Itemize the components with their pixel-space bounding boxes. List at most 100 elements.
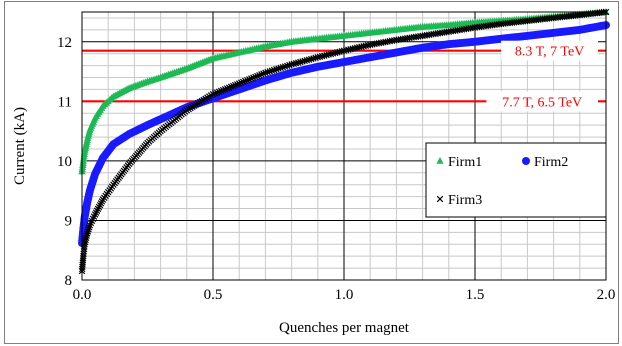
cross-stroke: [559, 13, 566, 21]
data-point-cross: [576, 11, 584, 19]
cross-stroke: [332, 49, 339, 57]
cross-stroke: [294, 59, 302, 66]
cross-stroke: [215, 88, 223, 95]
reference-label-background: [501, 40, 598, 61]
cross-stroke: [342, 46, 350, 54]
data-point-triangle: [288, 37, 296, 45]
data-point-cross: [471, 24, 479, 31]
cross-stroke: [552, 14, 560, 21]
cross-stroke: [502, 20, 509, 27]
data-point-cross: [268, 67, 276, 74]
cross-stroke: [591, 10, 599, 17]
cross-stroke: [594, 9, 601, 17]
cross-stroke: [144, 139, 151, 147]
data-point-cross: [242, 77, 249, 85]
cross-stroke: [500, 20, 507, 27]
cross-stroke: [386, 37, 394, 45]
data-point-cross: [80, 252, 87, 260]
data-point-cross: [97, 200, 105, 207]
data-series: [78, 8, 610, 275]
data-point-triangle: [471, 18, 479, 26]
reference-line-labels: 8.3 T, 7 TeV 7.7 T, 6.5 TeV: [486, 40, 598, 112]
data-point-cross: [215, 88, 223, 95]
cross-stroke: [565, 12, 573, 20]
data-point-cross: [223, 85, 231, 92]
legend-marker-firm1: [436, 157, 444, 164]
cross-stroke: [432, 30, 439, 37]
cross-stroke: [279, 63, 287, 71]
cross-stroke: [284, 62, 291, 70]
cross-stroke: [316, 53, 324, 60]
cross-stroke: [262, 69, 269, 76]
cross-stroke: [83, 232, 90, 239]
x-tick-label: 2.0: [597, 287, 616, 303]
cross-stroke: [419, 32, 426, 40]
cross-stroke: [406, 34, 413, 42]
cross-stroke: [288, 61, 295, 68]
cross-stroke: [301, 57, 308, 65]
data-point-cross: [252, 73, 259, 81]
cross-stroke: [425, 31, 433, 39]
data-point-cross: [110, 181, 117, 188]
cross-stroke: [94, 205, 102, 213]
data-point-circle: [418, 43, 427, 52]
cross-stroke: [469, 24, 477, 32]
cross-stroke: [325, 51, 332, 58]
cross-stroke: [382, 38, 389, 46]
data-point-circle: [85, 186, 94, 195]
data-point-triangle: [81, 147, 89, 155]
data-point-cross: [284, 62, 291, 70]
data-point-circle: [91, 169, 100, 178]
reference-line-label: 7.7 T, 6.5 TeV: [502, 95, 582, 110]
data-point-triangle: [125, 84, 133, 92]
cross-stroke: [530, 16, 538, 24]
cross-stroke: [235, 80, 243, 87]
series-firm3: [78, 8, 610, 275]
data-point-circle: [80, 213, 89, 222]
data-point-cross: [260, 70, 267, 77]
data-point-cross: [497, 20, 505, 28]
cross-stroke: [482, 22, 490, 30]
cross-stroke: [554, 14, 562, 21]
cross-stroke: [360, 43, 367, 50]
cross-stroke: [80, 252, 87, 260]
data-point-triangle: [143, 77, 152, 85]
cross-stroke: [86, 221, 94, 229]
data-point-triangle: [91, 114, 99, 121]
data-point-triangle: [109, 92, 118, 100]
cross-stroke: [252, 73, 259, 81]
data-point-triangle: [183, 64, 191, 72]
data-point-cross: [221, 86, 229, 93]
data-point-circle: [143, 121, 152, 130]
data-point-cross: [85, 226, 92, 233]
data-point-cross: [81, 241, 88, 248]
cross-stroke: [415, 33, 422, 40]
cross-stroke: [310, 55, 317, 62]
cross-stroke: [334, 49, 341, 56]
data-point-cross: [258, 71, 265, 78]
cross-stroke: [244, 76, 251, 84]
cross-stroke: [478, 23, 485, 30]
cross-stroke: [125, 160, 133, 168]
y-tick-label: 11: [58, 94, 72, 110]
cross-stroke: [273, 66, 280, 73]
cross-stroke: [532, 16, 540, 24]
cross-stroke: [110, 181, 117, 188]
data-point-cross: [94, 205, 102, 213]
axis-ticks: 0.0 0.5 1.0 1.5 2.0 8 9 10 11 12: [57, 35, 615, 303]
data-point-triangle: [86, 125, 94, 133]
data-point-cross: [84, 228, 92, 235]
cross-stroke: [356, 44, 363, 51]
data-point-cross: [95, 203, 103, 211]
cross-stroke: [209, 90, 217, 98]
cross-stroke: [254, 72, 261, 80]
cross-stroke: [219, 86, 227, 94]
cross-stroke: [377, 39, 385, 46]
cross-stroke: [275, 65, 282, 72]
cross-stroke: [237, 79, 245, 86]
cross-stroke: [487, 22, 494, 29]
cross-stroke: [290, 60, 298, 68]
data-point-cross: [270, 66, 278, 74]
data-point-cross: [256, 71, 263, 79]
cross-stroke: [227, 83, 235, 90]
